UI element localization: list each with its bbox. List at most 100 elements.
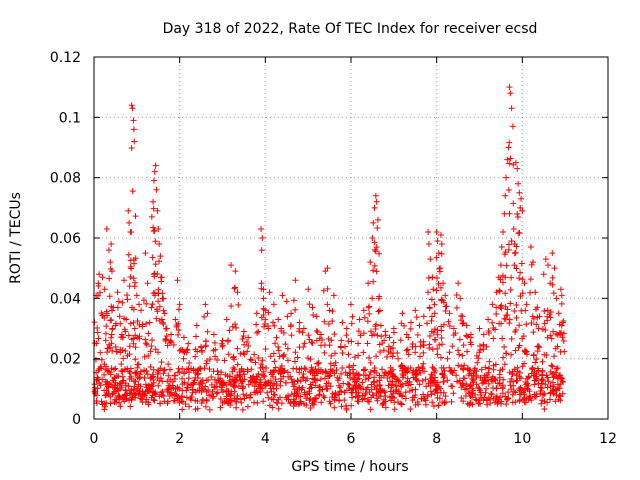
data-point (429, 274, 436, 281)
x-tick-label: 10 (513, 431, 531, 447)
data-point (218, 340, 225, 347)
data-point (523, 348, 530, 355)
data-point (518, 260, 525, 267)
data-point (500, 354, 507, 361)
data-point (558, 300, 565, 307)
data-point (493, 310, 500, 317)
data-point (425, 274, 432, 281)
data-point (381, 389, 388, 396)
data-point (255, 354, 262, 361)
data-point (539, 358, 546, 365)
data-point (301, 389, 308, 396)
y-tick-label: 0.08 (50, 171, 81, 187)
data-point (519, 290, 526, 297)
data-point (273, 334, 280, 341)
data-point (143, 320, 150, 327)
data-point (416, 381, 423, 388)
data-point (348, 389, 355, 396)
data-point (510, 200, 517, 207)
data-point (296, 319, 303, 326)
data-point (305, 332, 312, 339)
data-point (497, 262, 504, 269)
data-point (453, 291, 460, 298)
data-point (486, 358, 493, 365)
data-point (297, 378, 304, 385)
data-point (561, 348, 568, 355)
data-point (470, 370, 477, 377)
data-point (308, 364, 315, 371)
data-point (420, 391, 427, 398)
data-point (437, 354, 444, 361)
data-point (411, 394, 418, 401)
data-point (327, 383, 334, 390)
data-point (436, 395, 443, 402)
data-point (506, 316, 513, 323)
data-point (432, 336, 439, 343)
data-point (141, 353, 148, 360)
data-point (512, 249, 519, 256)
data-point (373, 385, 380, 392)
data-point (233, 404, 240, 411)
data-point (444, 355, 451, 362)
data-point (466, 368, 473, 375)
data-point (431, 301, 438, 308)
data-point (348, 402, 355, 409)
data-point (373, 353, 380, 360)
data-point (213, 379, 220, 386)
data-point (539, 376, 546, 383)
data-point (427, 388, 434, 395)
data-point (118, 384, 125, 391)
data-point (327, 400, 334, 407)
data-point (294, 377, 301, 384)
data-point (278, 400, 285, 407)
data-point (267, 353, 274, 360)
data-point (353, 389, 360, 396)
data-point (389, 345, 396, 352)
data-point (446, 349, 453, 356)
data-point (160, 307, 167, 314)
data-point (533, 393, 540, 400)
data-point (486, 365, 493, 372)
data-point (479, 380, 486, 387)
data-point (326, 307, 333, 314)
data-point (192, 406, 199, 413)
data-point (125, 332, 132, 339)
data-point (379, 366, 386, 373)
data-point (521, 360, 528, 367)
data-point (145, 352, 152, 359)
data-point (391, 394, 398, 401)
data-point (458, 394, 465, 401)
data-point (183, 387, 190, 394)
data-point (509, 123, 516, 130)
data-point (119, 334, 126, 341)
data-point (122, 382, 129, 389)
data-point (223, 388, 230, 395)
data-point (186, 403, 193, 410)
data-point (294, 354, 301, 361)
data-point (193, 322, 200, 329)
data-point (218, 369, 225, 376)
data-point (438, 250, 445, 257)
data-point (481, 394, 488, 401)
data-point (353, 378, 360, 385)
data-point (498, 302, 505, 309)
data-point (302, 366, 309, 373)
data-point (132, 255, 139, 262)
data-point (304, 375, 311, 382)
data-point (108, 268, 115, 275)
data-point (360, 349, 367, 356)
data-point (167, 390, 174, 397)
data-point (103, 399, 110, 406)
data-point (154, 207, 161, 214)
data-point (148, 304, 155, 311)
data-point (514, 377, 521, 384)
data-point (331, 362, 338, 369)
data-point (134, 318, 141, 325)
y-tick-label: 0 (72, 412, 81, 428)
data-point (101, 286, 108, 293)
data-point (410, 367, 417, 374)
data-point (150, 224, 157, 231)
data-point (304, 354, 311, 361)
data-point (192, 353, 199, 360)
